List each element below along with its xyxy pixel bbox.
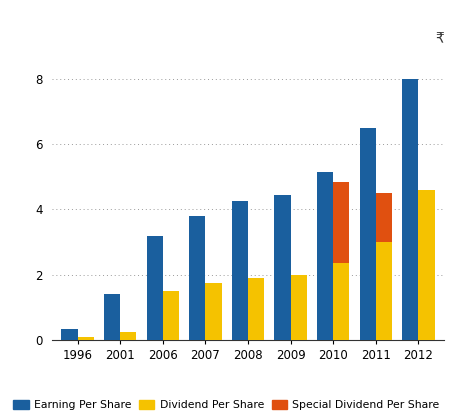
Bar <box>317 172 333 340</box>
Bar <box>360 128 376 340</box>
Bar <box>77 337 94 340</box>
Bar <box>163 291 179 340</box>
Bar <box>104 294 120 340</box>
Text: Earnings And Dividend Per Share (Adjusted^): Earnings And Dividend Per Share (Adjuste… <box>8 15 366 29</box>
Bar <box>189 216 205 340</box>
Bar <box>291 275 307 340</box>
Bar <box>205 283 222 340</box>
Bar <box>402 79 419 340</box>
Bar <box>248 278 264 340</box>
Bar <box>376 242 392 340</box>
Legend: Earning Per Share, Dividend Per Share, Special Dividend Per Share: Earning Per Share, Dividend Per Share, S… <box>9 395 444 415</box>
Bar <box>419 190 434 340</box>
Text: ₹: ₹ <box>435 32 444 45</box>
Bar <box>120 332 136 340</box>
Bar <box>62 329 77 340</box>
Bar <box>333 181 349 263</box>
Bar <box>232 201 248 340</box>
Bar <box>147 236 163 340</box>
Bar <box>376 193 392 242</box>
Bar <box>333 263 349 340</box>
Bar <box>275 195 291 340</box>
